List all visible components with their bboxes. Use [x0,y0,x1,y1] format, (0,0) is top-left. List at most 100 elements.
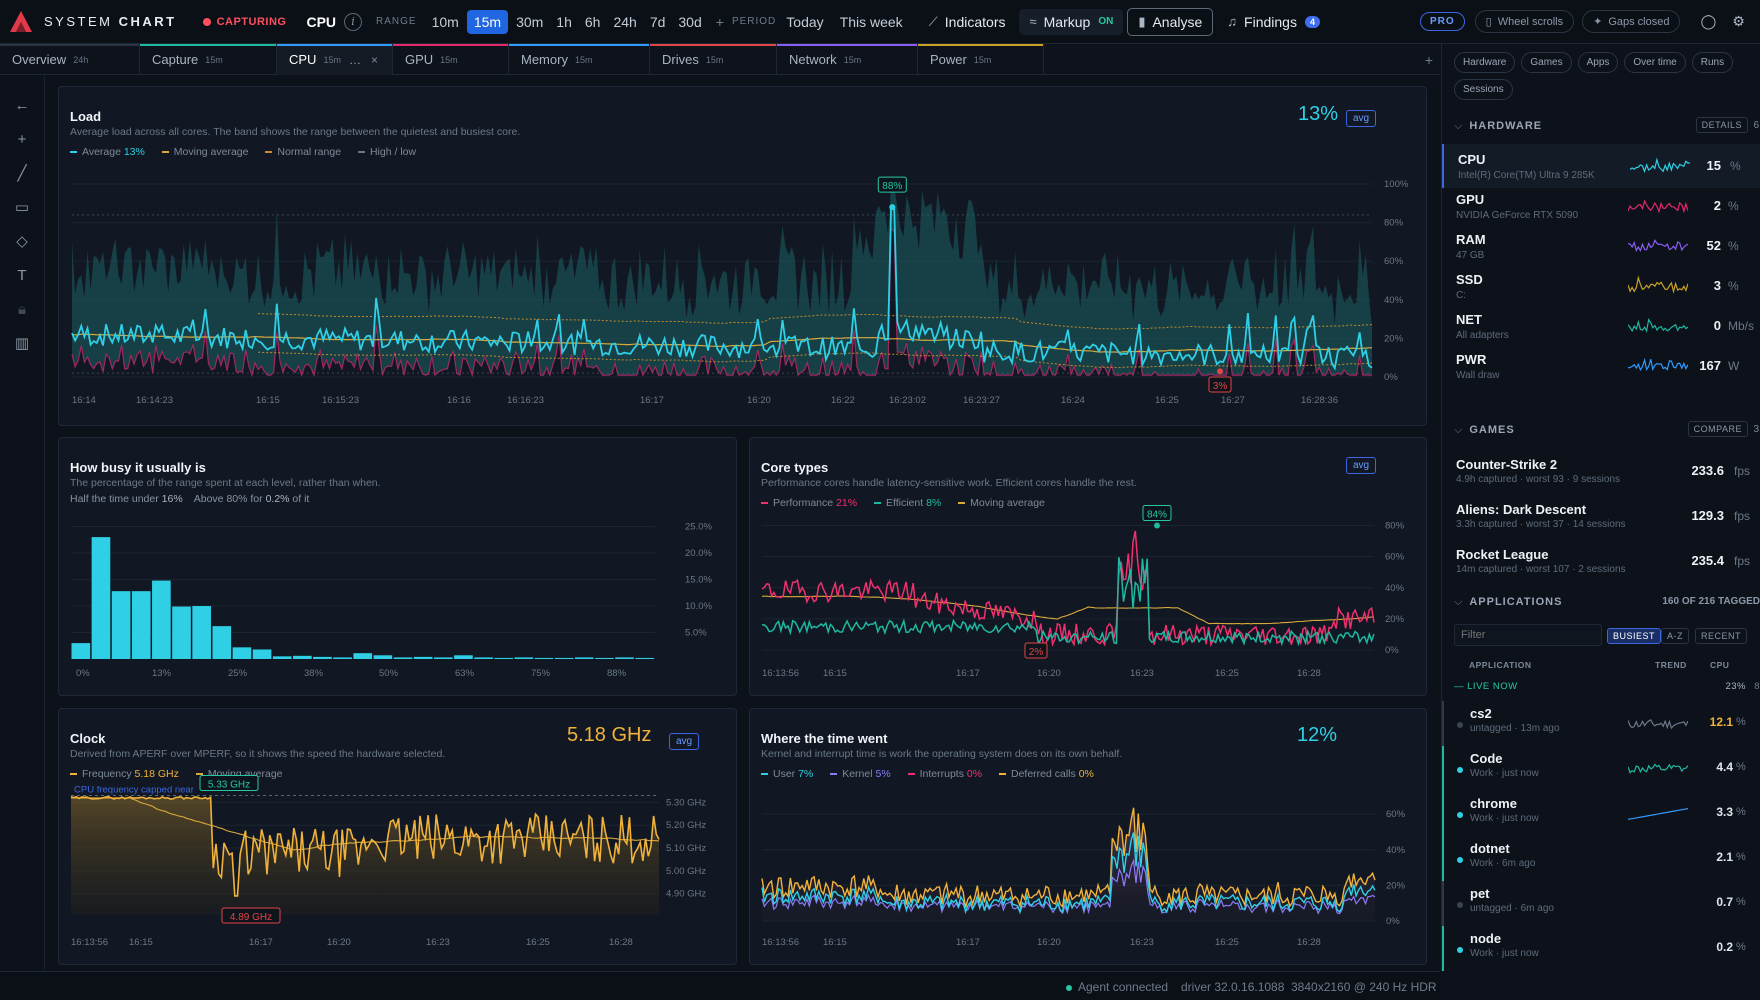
rectangle-tool-icon[interactable]: ▭ [14,199,30,216]
indicators-button[interactable]: ⟋ Indicators [928,13,1006,30]
sort-busiest-button[interactable]: BUSIEST [1607,628,1662,644]
crosshair-icon[interactable]: + [17,131,27,148]
histogram-bar[interactable] [373,655,393,659]
analyse-button[interactable]: ▮ Analyse [1127,7,1214,36]
legend-moving-average[interactable]: Moving average [958,497,1045,509]
ruler-tool-icon[interactable]: ◇ [16,233,28,250]
col-cpu[interactable]: CPU [1710,660,1730,670]
line-tool-icon[interactable]: ╱ [17,165,27,182]
gaps-closed-toggle[interactable]: ✦ Gaps closed [1582,10,1681,33]
load-avg-button[interactable]: avg [1346,110,1377,127]
histogram-bar[interactable] [353,653,373,659]
range-24h-button[interactable]: 24h [613,13,637,30]
histogram-bar[interactable] [131,591,151,659]
period-today-button[interactable]: Today [786,13,824,30]
game-row[interactable]: Counter-Strike 2 4.9h captured · worst 93… [1442,449,1760,493]
legend-frequency[interactable]: Frequency 5.18 GHz [70,768,179,780]
app-row-dotnet[interactable]: dotnet Work · 6m ago 2.1% [1442,836,1760,881]
applications-section-header[interactable]: ⌵ APPLICATIONS 160 OF 216 TAGGED [1454,596,1760,608]
histogram-bar[interactable] [474,657,493,659]
sort-az-button[interactable]: A-Z [1661,628,1689,644]
sort-recent-button[interactable]: RECENT [1695,628,1748,644]
legend-user[interactable]: User 7% [761,768,813,780]
chip-apps[interactable]: Apps [1577,52,1619,73]
markup-button[interactable]: ≈ Markup ON [1019,8,1124,35]
col-application[interactable]: APPLICATION [1469,660,1532,670]
metric-selector[interactable]: CPU [306,13,337,30]
chip-runs[interactable]: Runs [1691,52,1734,73]
histogram-bar[interactable] [71,643,91,659]
tab-overview[interactable]: Overview 24h [0,44,140,75]
histogram-bar[interactable] [635,657,654,659]
hardware-row-ram[interactable]: RAM 47 GB 52% [1442,224,1760,268]
chip-over-time[interactable]: Over time [1624,52,1686,73]
histogram-bar[interactable] [172,606,191,659]
close-icon[interactable]: × [370,52,378,67]
legend-moving-average[interactable]: Moving average [161,146,249,158]
hardware-row-ssd[interactable]: SSD C: 3% [1442,264,1760,308]
chat-icon[interactable]: ◯ [1700,13,1717,29]
histogram-bar[interactable] [615,657,634,659]
app-row-code[interactable]: Code Work · just now 4.4% [1442,746,1760,791]
histogram-bar[interactable] [514,657,534,659]
text-tool-icon[interactable]: T [17,267,27,284]
histogram-bar[interactable] [192,606,211,659]
histogram-bar[interactable] [595,657,614,659]
histogram-bar[interactable] [413,656,433,659]
hardware-row-gpu[interactable]: GPU NVIDIA GeForce RTX 5090 2% [1442,184,1760,228]
tab-power[interactable]: Power 15m [918,44,1044,75]
app-row-cs2[interactable]: cs2 untagged · 13m ago 12.1% [1442,701,1760,746]
legend-efficient[interactable]: Efficient 8% [873,497,941,509]
core-types-chart[interactable]: 80% 60% 40% 20% 0% 84% 2% 16:13:56 16:15 16:17 16:… [750,438,1427,696]
legend-deferred-calls[interactable]: Deferred calls 0% [998,768,1094,780]
tab-cpu[interactable]: CPU 15m… × [277,44,393,75]
range-15m-button[interactable]: 15m [466,9,509,34]
games-compare-button[interactable]: COMPARE [1687,421,1748,437]
trash-icon[interactable]: ▥ [14,335,30,352]
histogram-bar[interactable] [393,657,413,659]
histogram-bar[interactable] [433,657,453,659]
histogram-bar[interactable] [293,655,312,659]
tab-memory[interactable]: Memory 15m [509,44,650,75]
time-chart[interactable]: 60% 40% 20% 0% 16:13:56 16:15 16:17 16:20 16:23 1… [750,709,1427,965]
hardware-row-pwr[interactable]: PWR Wall draw 167 W [1442,344,1760,388]
gear-icon[interactable]: ⚙ [1732,13,1745,29]
histogram-bar[interactable] [574,657,594,659]
load-chart[interactable]: 100% 80% 60% 40% 20% 0% 88% 3% 16:14 16:14:23 16:1… [59,87,1427,426]
histogram-bar[interactable] [91,537,111,659]
range-6h-button[interactable]: 6h [584,13,601,30]
range-30d-button[interactable]: 30d [678,13,702,30]
histogram-bar[interactable] [111,591,131,659]
hardware-row-net[interactable]: NET All adapters 0 Mb/s [1442,304,1760,348]
tab-capture[interactable]: Capture 15m [140,44,277,75]
hardware-section-header[interactable]: ⌵ HARDWARE DETAILS 6 [1454,117,1760,133]
add-range-icon[interactable]: + [715,13,724,30]
app-row-chrome[interactable]: chrome Work · just now 3.3% [1442,791,1760,836]
histogram-bar[interactable] [152,580,171,659]
histogram-bar[interactable] [232,647,252,659]
chip-games[interactable]: Games [1521,52,1572,73]
histogram-bar[interactable] [454,655,473,659]
apps-filter-input[interactable] [1454,624,1602,646]
histogram-bar[interactable] [272,656,292,659]
range-1h-button[interactable]: 1h [556,13,572,30]
col-trend[interactable]: TREND [1655,660,1687,670]
legend-high-low[interactable]: High / low [357,146,416,158]
legend-average[interactable]: Average 13% [70,146,145,158]
pro-badge[interactable]: PRO [1419,12,1465,31]
capturing-indicator[interactable]: CAPTURING [202,16,287,28]
legend-performance[interactable]: Performance 21% [761,497,857,509]
hardware-details-button[interactable]: DETAILS [1695,117,1748,133]
info-icon[interactable]: i [344,12,363,31]
period-week-button[interactable]: This week [839,13,903,30]
chip-hardware[interactable]: Hardware [1454,52,1516,73]
chip-sessions[interactable]: Sessions [1454,79,1513,100]
busy-histogram[interactable]: 25.0% 20.0% 15.0% 10.0% 5.0% 0% 13% 25% 38% 50% 63… [59,438,737,696]
findings-button[interactable]: ♫ Findings 4 [1217,9,1330,35]
live-now-header[interactable]: — LIVE NOW 23% 8 [1454,681,1760,692]
range-7d-button[interactable]: 7d [649,13,666,30]
legend-normal-range[interactable]: Normal range [265,146,341,158]
wheel-scrolls-toggle[interactable]: ▯ Wheel scrolls [1474,10,1575,33]
histogram-bar[interactable] [313,656,332,659]
games-section-header[interactable]: ⌵ GAMES COMPARE 3 [1454,421,1760,437]
